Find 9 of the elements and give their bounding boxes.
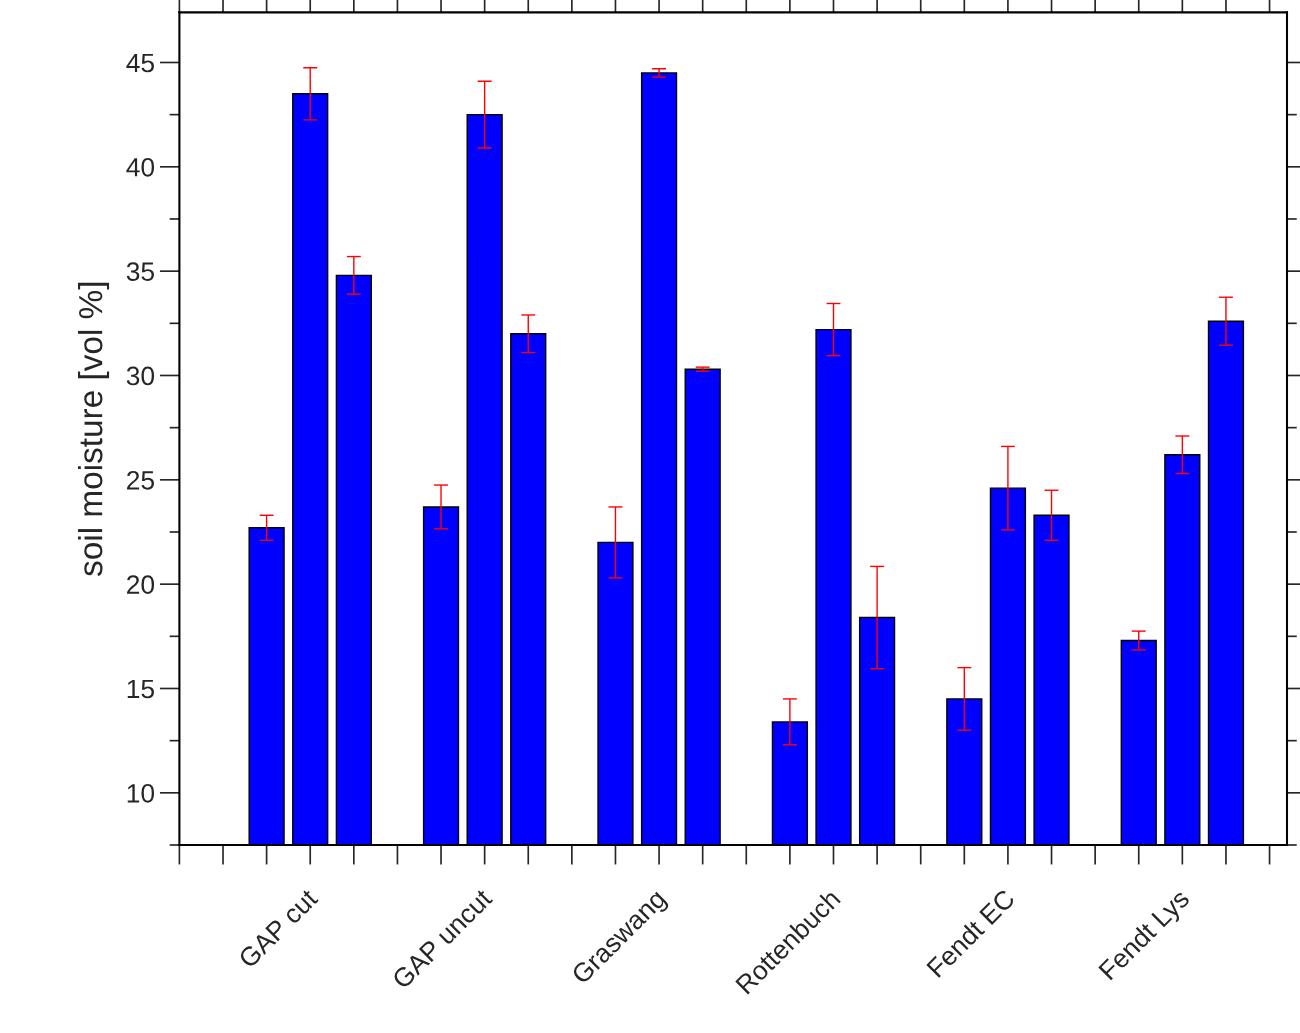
- y-tick-label: 10: [127, 783, 155, 803]
- y-tick-label: 45: [126, 53, 154, 73]
- y-axis-title: soil moisture [vol %]: [78, 282, 110, 576]
- y-tick-label: 25: [127, 470, 154, 490]
- y-tick-label: 20: [127, 575, 155, 594]
- y-tick-label: 35: [126, 262, 154, 281]
- y-tick-label: 40: [126, 157, 155, 177]
- y-tick-label: 15: [127, 679, 154, 699]
- y-tick-label: 30: [126, 366, 155, 386]
